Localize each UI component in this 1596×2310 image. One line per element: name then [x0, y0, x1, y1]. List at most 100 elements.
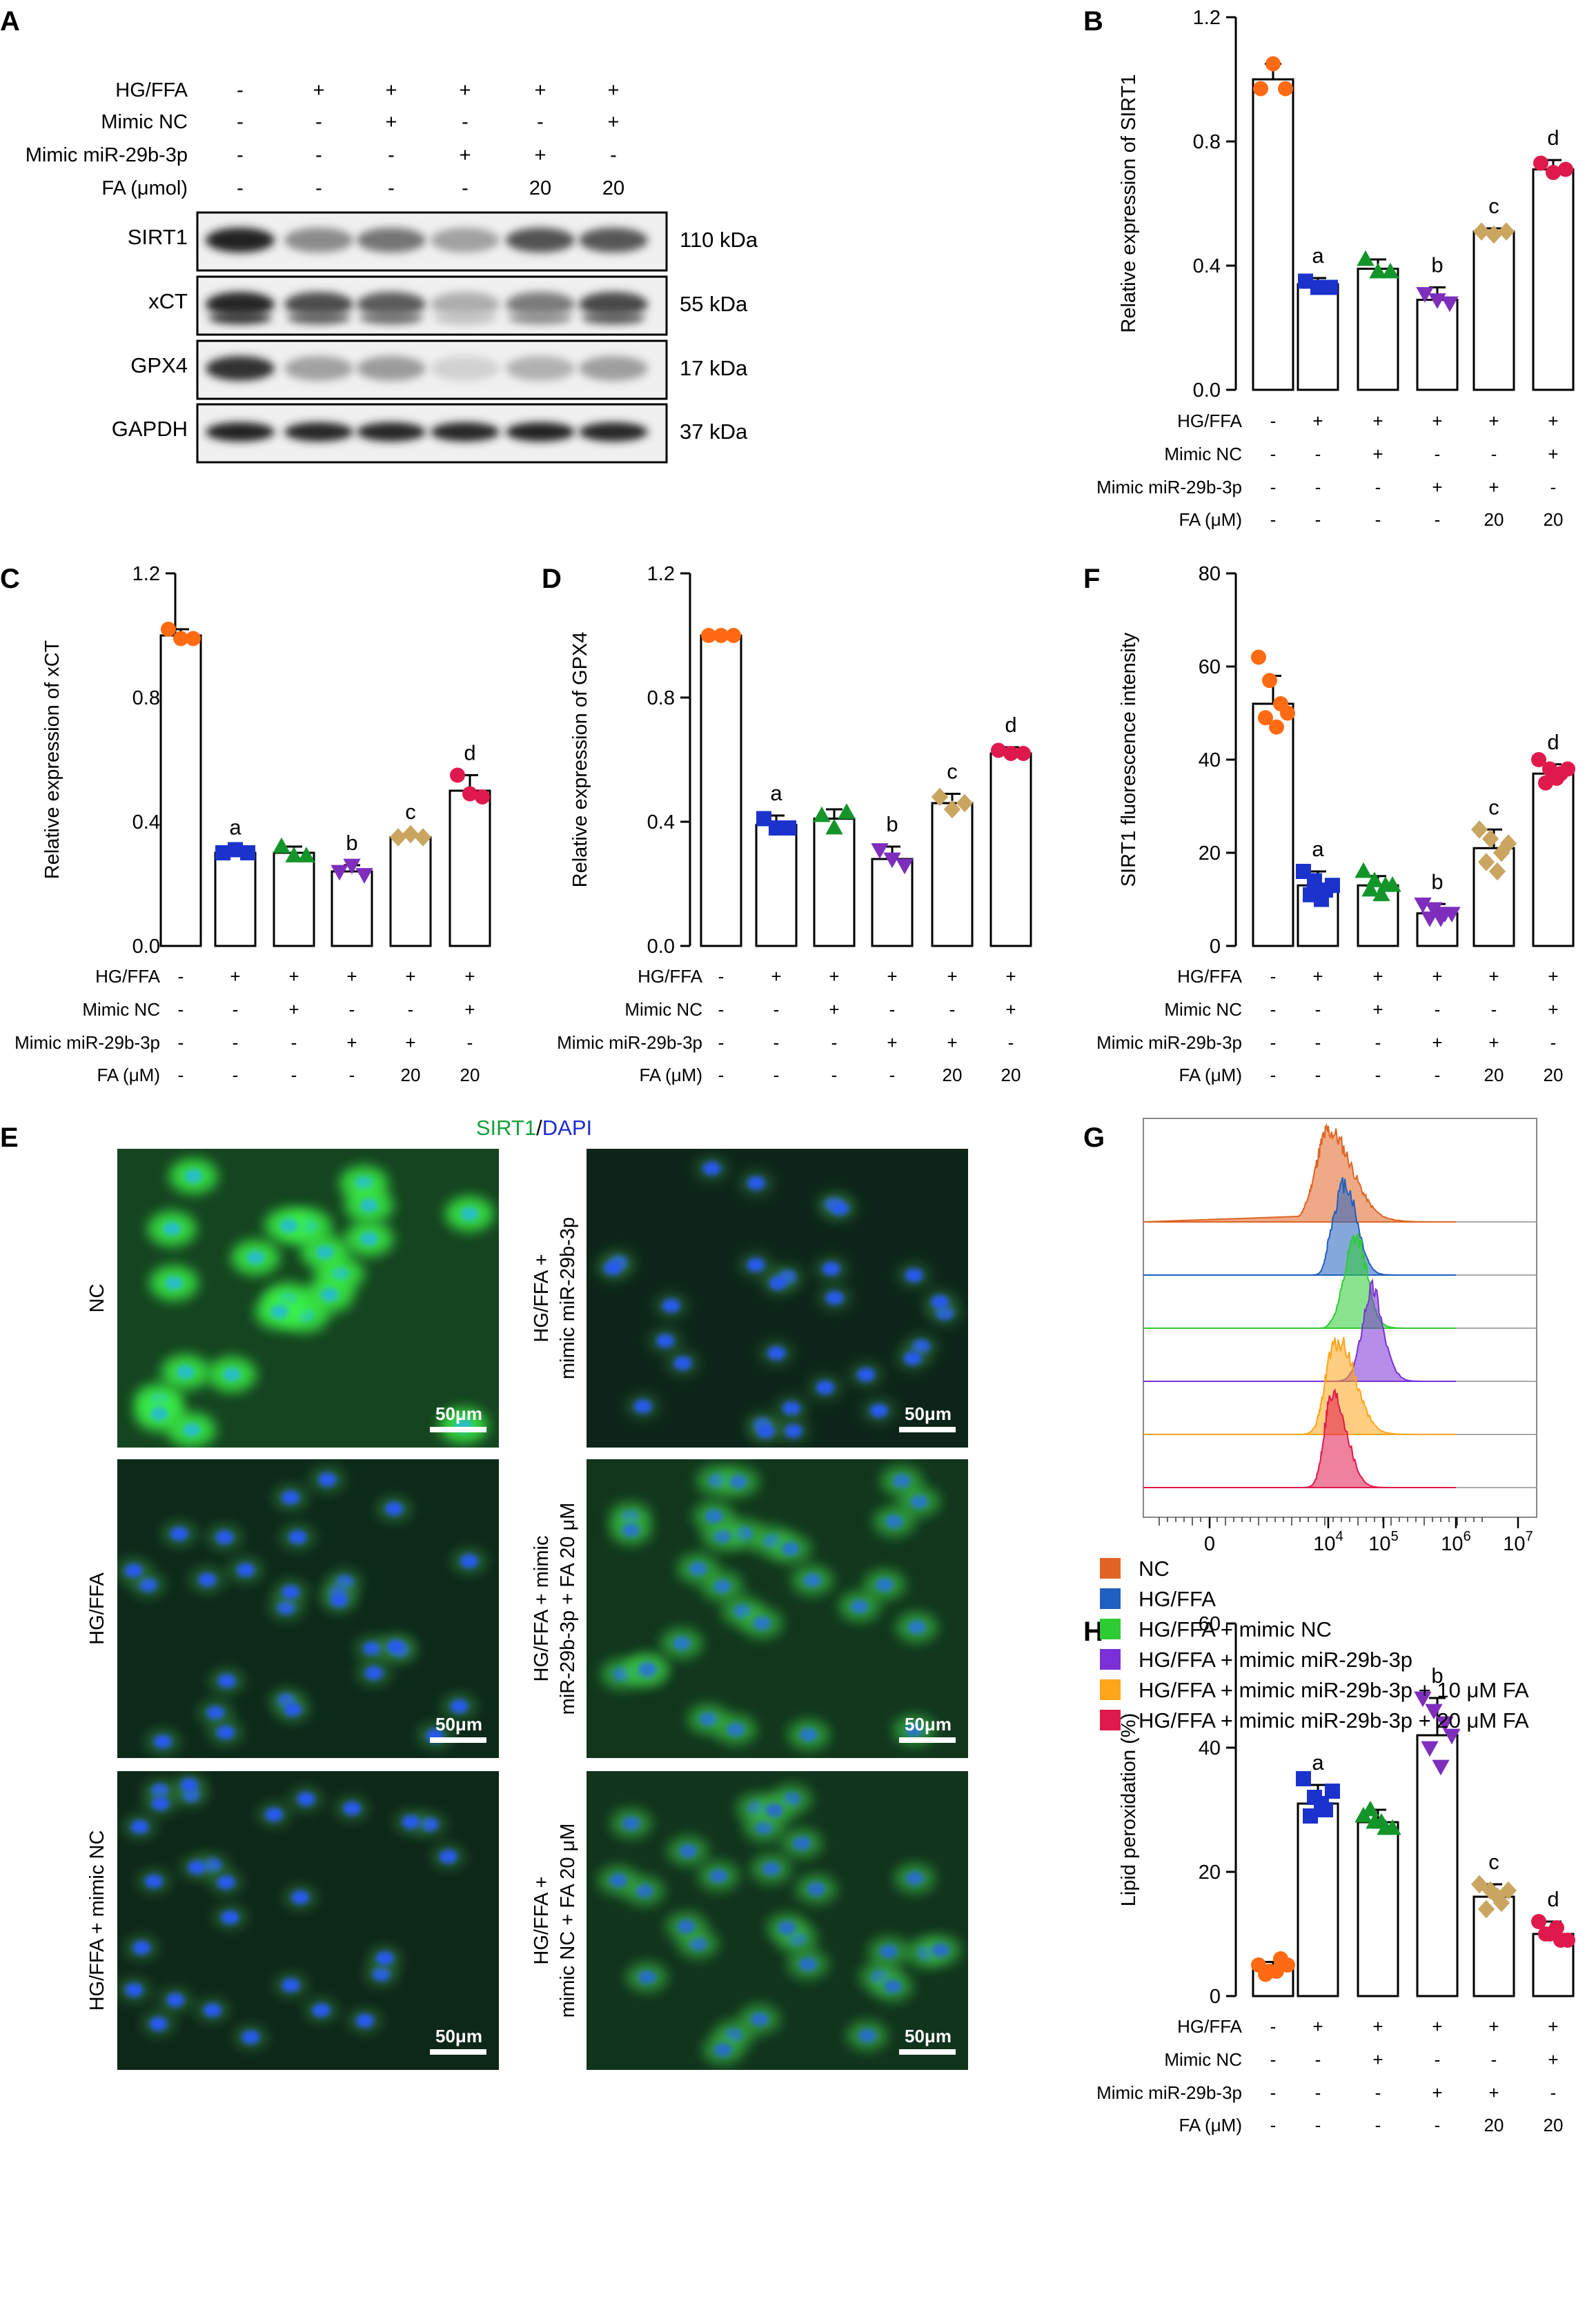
cell-nucleus	[729, 1474, 748, 1489]
western-row-value: +	[313, 79, 325, 101]
cell-nucleus	[705, 1509, 723, 1523]
significance-letter: a	[1312, 244, 1324, 268]
y-axis-label: Lipid peroxidation (%)	[1118, 1713, 1140, 1906]
scale-bar	[430, 1737, 486, 1743]
group-row-label: Mimic NC	[1164, 999, 1242, 1020]
data-point	[1436, 1716, 1454, 1732]
micrograph-cells	[600, 1465, 940, 1750]
data-point	[1269, 719, 1284, 735]
bar	[449, 789, 491, 947]
western-band	[206, 356, 275, 381]
cell-nucleus	[184, 1169, 203, 1183]
micrograph-row-label: NC	[86, 1284, 108, 1313]
group-row-value: +	[1548, 411, 1558, 431]
scale-bar	[430, 2049, 486, 2055]
cell-nucleus	[217, 1674, 236, 1688]
cell-nucleus	[270, 1305, 289, 1319]
western-band	[579, 356, 648, 381]
group-row-value: -	[1550, 477, 1557, 497]
group-row-value: -	[1491, 999, 1497, 1020]
data-point	[1531, 1914, 1546, 1929]
panel-letter-e: E	[0, 1123, 19, 1153]
cell-nucleus	[679, 1844, 698, 1858]
data-point	[896, 858, 914, 875]
bar	[1416, 299, 1459, 391]
group-row-value: +	[1372, 444, 1383, 464]
histogram-x-tick-label: 0	[1204, 1533, 1215, 1555]
data-point	[1354, 862, 1372, 878]
cell-nucleus	[635, 1884, 653, 1898]
data-point	[1432, 1759, 1450, 1776]
group-row-value: -	[1375, 2115, 1381, 2135]
cell-nucleus	[638, 1662, 657, 1677]
cell-nucleus	[799, 1728, 818, 1742]
western-row-value: -	[237, 111, 244, 133]
data-point	[173, 631, 188, 646]
western-band-lower	[359, 312, 423, 324]
bar	[871, 858, 914, 947]
data-point	[240, 845, 255, 860]
bar	[214, 851, 257, 947]
cell-nucleus	[604, 1261, 622, 1275]
y-tick-label: 40	[1199, 749, 1221, 771]
western-row-value: -	[237, 79, 244, 101]
bar	[1252, 78, 1294, 391]
group-row-value: +	[1372, 2016, 1383, 2037]
cell-nucleus	[198, 1572, 217, 1587]
western-row-value: -	[315, 144, 322, 166]
cell-nucleus	[793, 1836, 811, 1850]
legend-swatch	[1100, 1558, 1121, 1579]
western-band-kda: 110 kDa	[680, 228, 758, 252]
data-point	[756, 811, 771, 827]
scale-bar-label: 50μm	[905, 1714, 952, 1735]
cell-nucleus	[284, 1702, 302, 1717]
cell-nucleus	[816, 1380, 834, 1394]
western-row-value: -	[237, 177, 244, 199]
tick-base: 10	[1368, 1533, 1390, 1555]
group-row-value: +	[1312, 411, 1323, 431]
scale-bar-label: 50μm	[435, 1714, 482, 1735]
tick-exponent: 4	[1336, 1529, 1343, 1544]
group-row-value: -	[1270, 1065, 1277, 1085]
western-band	[357, 228, 426, 253]
group-row-label: Mimic miR-29b-3p	[1096, 477, 1242, 497]
western-band	[206, 228, 275, 253]
group-row-value: +	[464, 999, 475, 1020]
western-row-value: -	[610, 144, 617, 166]
cell-nucleus	[364, 1666, 383, 1680]
group-row-value: -	[774, 999, 780, 1020]
legend-swatch	[1100, 1619, 1121, 1639]
group-row-value: +	[1488, 477, 1499, 497]
cell-nucleus	[439, 1849, 457, 1864]
cell-nucleus	[282, 1490, 300, 1505]
group-row-value: -	[1270, 411, 1277, 431]
data-point	[781, 820, 796, 836]
group-row-value: 20	[460, 1065, 480, 1085]
cell-nucleus	[609, 1873, 628, 1888]
group-row-value: -	[1315, 2082, 1321, 2103]
group-row-value: -	[349, 999, 355, 1020]
cell-nucleus	[762, 1862, 780, 1876]
group-row-value: +	[405, 1032, 415, 1053]
group-row-value: -	[718, 966, 725, 987]
cell-nucleus	[460, 1207, 479, 1221]
group-row-value: -	[1375, 1032, 1381, 1053]
group-row-value: +	[1488, 1032, 1499, 1053]
legend-entry: HG/FFA + mimic miR-29b-3p + 20 μM FA	[1139, 1708, 1529, 1732]
group-row-value: -	[718, 999, 725, 1020]
cell-nucleus	[753, 1616, 771, 1630]
cell-nucleus	[879, 1944, 898, 1959]
data-point	[1381, 262, 1399, 279]
data-point	[1314, 1796, 1329, 1811]
data-point	[825, 818, 843, 835]
group-row-value: +	[1488, 966, 1499, 987]
scale-bar-label: 50μm	[435, 2026, 482, 2046]
group-row-label: HG/FFA	[1177, 2016, 1243, 2037]
data-point	[1414, 897, 1432, 914]
group-row-label: FA (μM)	[97, 1065, 160, 1085]
y-tick-label: 20	[1199, 842, 1221, 865]
data-point	[883, 852, 901, 869]
scale-bar-label: 50μm	[905, 1403, 952, 1424]
bar	[1472, 1895, 1515, 1997]
